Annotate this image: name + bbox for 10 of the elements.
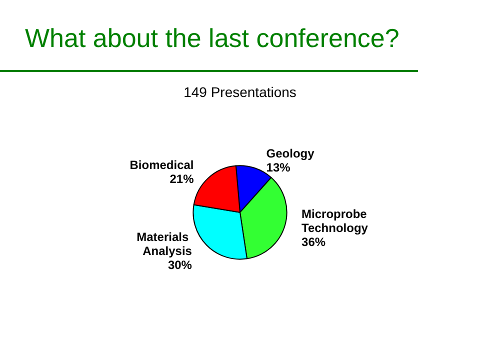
data-label: 30% xyxy=(168,258,192,272)
data-label: 21% xyxy=(170,172,194,186)
data-label: 36% xyxy=(302,235,326,250)
chart-title: What about the last conference? xyxy=(25,23,400,53)
slice-label: Geology xyxy=(266,146,315,160)
slice-label: Materials Analysis xyxy=(136,230,192,258)
chart-subtitle: 149 Presentations xyxy=(184,84,296,100)
data-label: 13% xyxy=(266,160,291,174)
slice-label: Microprobe Technology xyxy=(302,207,370,236)
slice-label: Biomedical xyxy=(130,158,194,172)
